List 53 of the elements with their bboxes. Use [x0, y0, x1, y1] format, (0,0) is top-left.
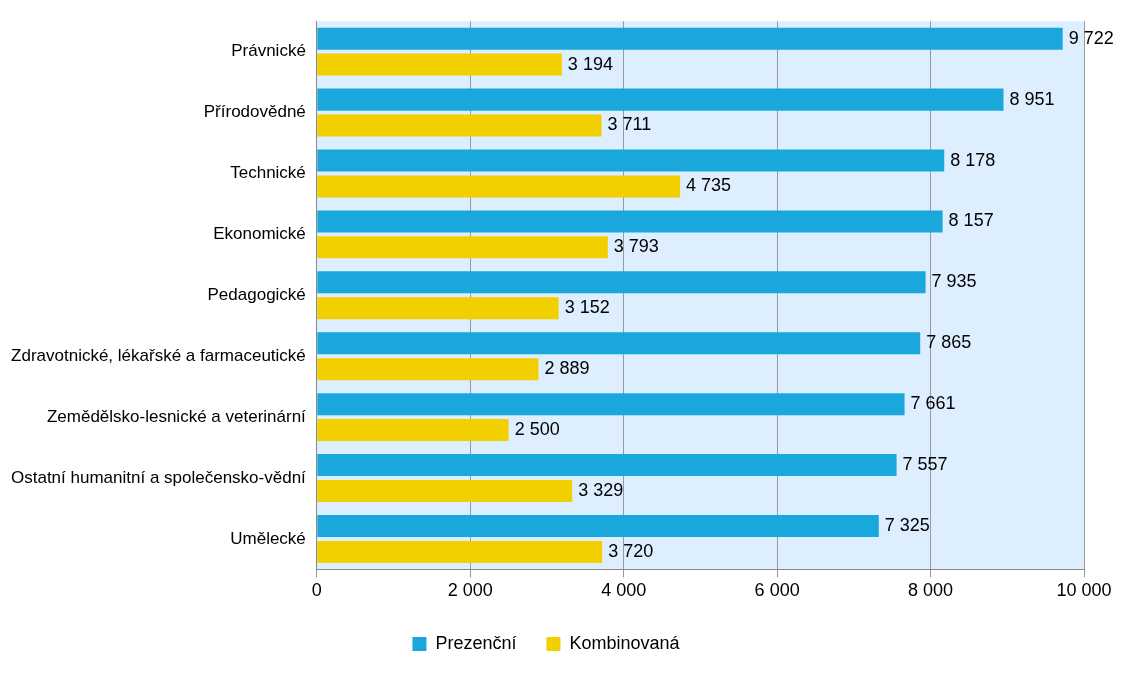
bar [317, 332, 921, 355]
data-label: 9 722 [1068, 27, 1114, 48]
bar [317, 419, 509, 442]
y-tick-label: Zemědělsko-lesnické a veterinární [46, 406, 307, 426]
bar [317, 358, 539, 381]
bar [317, 271, 926, 294]
data-label: 7 661 [910, 393, 956, 414]
bar [317, 393, 905, 416]
y-tick-label: Přírodovědné [203, 102, 306, 122]
data-label: 8 951 [1009, 88, 1055, 109]
y-tick-label: Technické [230, 163, 306, 183]
legend-label: Prezenční [435, 632, 517, 653]
data-label: 3 711 [607, 114, 652, 135]
y-tick-label: Umělecké [230, 528, 306, 548]
data-label: 7 325 [884, 514, 930, 535]
y-tick-label: Ekonomické [213, 224, 306, 244]
y-tick-label: Právnické [231, 41, 306, 61]
data-label: 3 194 [567, 53, 613, 74]
data-label: 8 157 [948, 210, 994, 231]
bar [317, 149, 945, 172]
x-tick-label: 4 000 [601, 580, 647, 601]
bar [317, 515, 879, 537]
bar [317, 88, 1004, 111]
y-tick-label: Pedagogické [207, 284, 306, 304]
bar [317, 210, 943, 233]
x-tick-label: 2 000 [447, 580, 493, 601]
data-label: 3 720 [608, 540, 654, 561]
x-tick-label: 8 000 [908, 580, 954, 601]
y-tick-label: Ostatní humanitní a společensko-vědní [10, 467, 307, 487]
bar [317, 297, 559, 320]
bar [317, 236, 608, 259]
data-label: 7 557 [902, 454, 948, 475]
bar [317, 454, 897, 477]
x-tick-label: 10 000 [1056, 580, 1112, 601]
data-label: 7 935 [931, 271, 977, 292]
y-tick-label: Zdravotnické, lékařské a farmaceutické [11, 345, 306, 365]
x-tick-label: 6 000 [754, 580, 800, 601]
data-label: 4 735 [686, 175, 732, 196]
data-label: 2 500 [514, 419, 560, 440]
bar [317, 175, 681, 198]
legend-label: Kombinovaná [569, 632, 681, 653]
data-label: 8 178 [950, 149, 996, 170]
data-label: 3 152 [564, 297, 610, 318]
data-label: 7 865 [926, 332, 972, 353]
bar [317, 27, 1063, 50]
bar [317, 53, 562, 76]
data-label: 3 329 [578, 479, 624, 500]
bar [317, 114, 602, 137]
data-label: 3 793 [613, 236, 659, 257]
x-tick-label: 0 [311, 580, 322, 601]
bar [317, 479, 573, 502]
bar [317, 540, 603, 563]
data-label: 2 889 [544, 358, 590, 379]
